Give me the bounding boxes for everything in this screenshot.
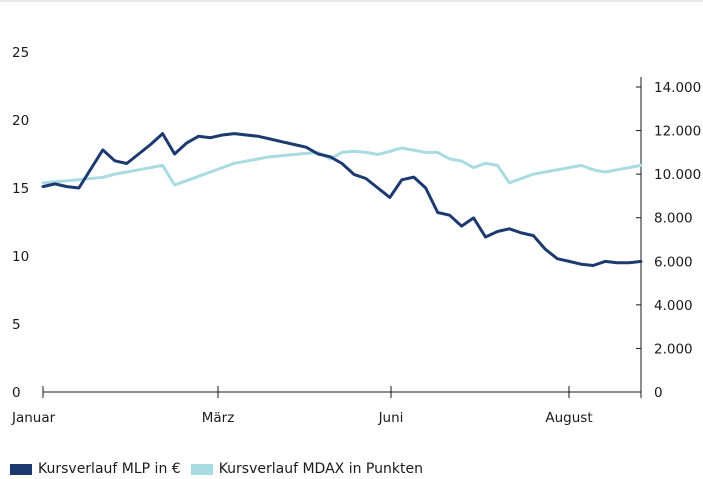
legend-label-mdax: Kursverlauf MDAX in Punkten [218,461,423,477]
axes [42,77,642,398]
legend-swatch-mdax [190,463,213,475]
left-tick-label: 20 [12,113,29,129]
x-tick-label: März [202,410,235,426]
right-tick-label: 4.000 [654,298,693,314]
left-tick-label: 5 [12,317,21,333]
right-tick-label: 0 [654,385,663,401]
legend-item-mdax: Kursverlauf MDAX in Punkten [190,461,423,477]
right-tick-label: 14.000 [654,80,701,96]
x-tick-label: Juni [378,410,404,426]
left-tick-label: 0 [12,385,21,401]
legend-swatch-mlp [10,463,32,475]
series-line-mdax [41,146,643,187]
right-tick-label: 12.000 [654,124,701,140]
x-tick-label: Januar [11,410,56,426]
right-tick-label: 2.000 [654,341,693,357]
right-tick-label: 6.000 [654,254,693,270]
legend-label-mlp: Kursverlauf MLP in € [38,461,181,477]
right-tick-label: 8.000 [654,211,693,227]
x-tick-label: August [545,410,592,426]
legend: Kursverlauf MLP in € Kursverlauf MDAX in… [10,461,433,477]
x-axis-ticks: Januar März Juni August [11,386,593,426]
legend-item-mlp: Kursverlauf MLP in € [10,461,181,477]
line-chart: 0 5 10 15 20 25 0 2.000 4.000 6.000 8.000 10.000 12… [0,0,703,426]
left-axis-ticks: 0 5 10 15 20 25 [12,45,29,401]
left-tick-label: 10 [12,249,29,265]
left-tick-label: 15 [12,181,29,197]
series-lines [41,132,643,267]
right-axis-ticks: 0 2.000 4.000 6.000 8.000 10.000 12.000 14.000 [636,80,701,401]
right-tick-label: 10.000 [654,167,701,183]
left-tick-label: 25 [12,45,29,61]
series-line-mlp [41,132,643,267]
